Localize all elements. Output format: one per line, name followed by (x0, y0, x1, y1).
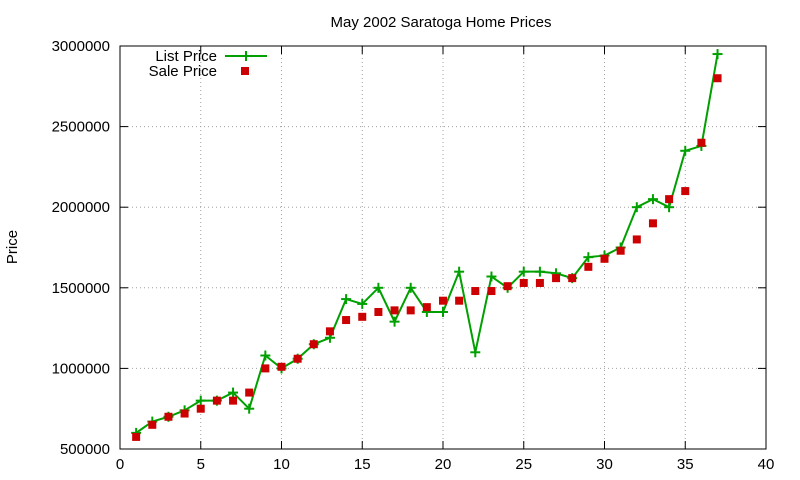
data-point-sale-price (503, 282, 512, 291)
data-point-sale-price (245, 388, 254, 397)
data-point-list-price (712, 49, 723, 60)
data-point-sale-price (212, 396, 221, 405)
y-tick-label: 3000000 (52, 38, 110, 55)
x-tick-label: 0 (116, 456, 124, 473)
axis-ticks (119, 45, 767, 450)
chart-title: May 2002 Saratoga Home Prices (331, 14, 552, 31)
data-point-sale-price (164, 412, 173, 421)
data-point-sale-price (148, 420, 157, 429)
data-point-list-price (534, 266, 545, 277)
legend-marker-sale-price (241, 67, 249, 75)
data-point-sale-price (535, 278, 544, 287)
data-point-sale-price (277, 362, 286, 371)
data-point-sale-price (471, 287, 480, 296)
x-tick-label: 20 (435, 456, 452, 473)
x-tick-label: 15 (354, 456, 371, 473)
legend-label-sale-price: Sale Price (149, 63, 217, 80)
data-point-list-price (680, 145, 691, 156)
data-point-list-price (454, 266, 465, 277)
data-point-list-price (195, 395, 206, 406)
data-point-sale-price (439, 296, 447, 305)
data-point-sale-price (374, 307, 383, 316)
x-tick-label: 30 (596, 456, 613, 473)
data-point-sale-price (342, 316, 351, 325)
legend-plus-glyph (241, 51, 251, 61)
data-point-list-price (631, 202, 642, 213)
series-line-list-price (135, 53, 719, 434)
data-point-sale-price (406, 306, 415, 315)
y-tick-label: 1500000 (52, 280, 110, 297)
data-point-sale-price (552, 274, 561, 283)
legend-label-list-price: List Price (155, 48, 217, 65)
x-tick-label: 5 (197, 456, 205, 473)
data-point-sale-price (632, 235, 641, 244)
data-point-sale-price (455, 296, 464, 305)
data-point-sale-price (309, 340, 318, 349)
data-point-sale-price (180, 409, 189, 418)
data-point-sale-price (568, 274, 577, 283)
y-tick-label: 500000 (60, 441, 110, 458)
data-point-sale-price (600, 254, 609, 263)
y-axis-label: Price (4, 230, 21, 264)
data-point-list-price (664, 202, 675, 213)
x-tick-label: 10 (273, 456, 290, 473)
data-point-list-price (438, 306, 448, 317)
data-point-sale-price (519, 278, 528, 287)
data-point-list-price (647, 194, 658, 205)
data-point-sale-price (390, 306, 399, 315)
data-point-sale-price (196, 404, 205, 413)
data-point-list-price (405, 282, 416, 293)
data-point-sale-price (681, 187, 690, 196)
data-point-list-price (260, 350, 271, 361)
y-tick-label: 2000000 (52, 199, 110, 216)
data-point-list-price (486, 271, 497, 282)
legend: List Price Sale Price (149, 48, 267, 80)
data-point-list-price (373, 282, 384, 293)
data-point-sale-price (648, 219, 657, 228)
y-tick-label: 2500000 (52, 119, 110, 136)
data-point-list-price (518, 266, 529, 277)
data-point-list-price (228, 387, 239, 398)
x-tick-label: 35 (677, 456, 694, 473)
data-point-sale-price (229, 396, 238, 405)
grid-lines (120, 46, 766, 449)
series-layer (131, 49, 723, 441)
data-point-list-price (244, 403, 255, 414)
data-point-sale-price (584, 262, 593, 271)
data-point-list-price (341, 294, 352, 305)
data-point-sale-price (325, 327, 334, 336)
series-list-price (131, 49, 723, 438)
data-point-sale-price (697, 138, 706, 147)
x-tick-label: 25 (515, 456, 532, 473)
x-tick-label: 40 (758, 456, 775, 473)
data-point-sale-price (422, 303, 431, 312)
legend-marker-list-price (241, 51, 251, 61)
data-point-sale-price (713, 74, 722, 83)
data-point-sale-price (293, 354, 302, 363)
series-sale-price (132, 74, 722, 441)
data-point-sale-price (616, 246, 625, 255)
data-point-list-price (583, 252, 594, 263)
data-point-list-price (357, 298, 368, 309)
tick-labels: 500000 1000000 1500000 2000000 2500000 300000… (52, 38, 775, 473)
data-point-sale-price (261, 364, 270, 373)
data-point-list-price (389, 316, 400, 327)
data-point-sale-price (487, 287, 496, 296)
data-point-list-price (470, 347, 481, 358)
data-point-sale-price (665, 195, 674, 204)
y-tick-label: 1000000 (52, 360, 110, 377)
data-point-sale-price (132, 432, 141, 441)
data-point-sale-price (358, 312, 367, 321)
